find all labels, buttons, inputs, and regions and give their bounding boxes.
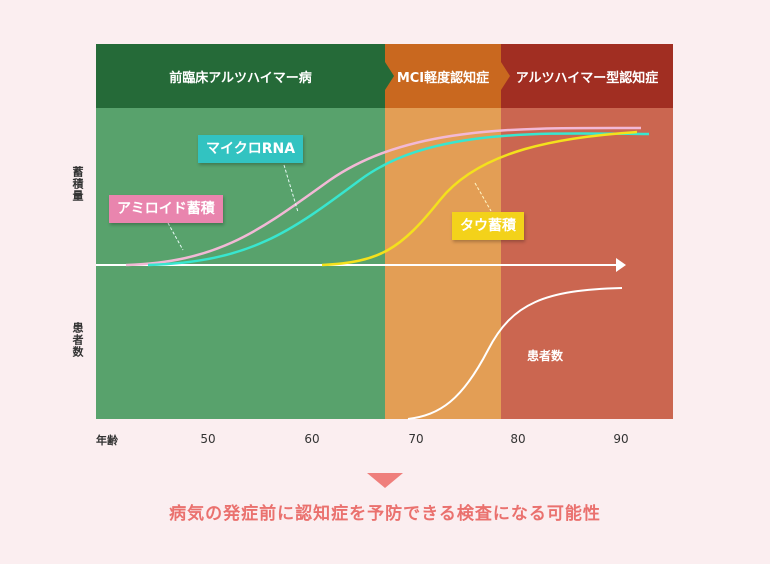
phase-alzheimers-label: アルツハイマー型認知症 [515, 70, 659, 86]
tau-curve [321, 130, 638, 267]
down-arrow-icon [367, 473, 403, 488]
y-label-patients: 患者数 [71, 322, 84, 358]
microrna-curve [147, 132, 650, 267]
phase-arrow-icon [385, 62, 394, 90]
x-tick-60: 60 [304, 432, 320, 446]
conclusion-text: 病気の発症前に認知症を予防できる検査になる可能性 [169, 504, 601, 524]
microrna-leader-line [283, 164, 299, 213]
patients-curve-label: 患者数 [527, 349, 564, 363]
microrna-label: マイクロRNA [198, 135, 304, 163]
x-tick-50: 50 [200, 432, 216, 446]
x-tick-70: 70 [408, 432, 424, 446]
phase-mci-label: MCI軽度認知症 [396, 70, 490, 86]
phase-alzheimers-area [501, 108, 673, 419]
phase-alzheimers-header: アルツハイマー型認知症 [501, 44, 673, 108]
amyloid-curve [125, 126, 642, 267]
phase-mci-area [385, 108, 501, 419]
x-tick-80: 80 [510, 432, 526, 446]
x-axis-unit: 年齢 [96, 434, 118, 447]
phase-mci-header: MCI軽度認知症 [385, 44, 501, 108]
patients-curve [407, 287, 623, 420]
amyloid-leader-line [167, 222, 184, 251]
x-tick-90: 90 [613, 432, 629, 446]
phase-arrow-icon [501, 62, 510, 90]
y-label-accumulation: 蓄積量 [71, 166, 84, 202]
phase-preclinical-header: 前臨床アルツハイマー病 [96, 44, 385, 108]
amyloid-label: アミロイド蓄積 [109, 195, 223, 223]
tau-leader-line [474, 182, 492, 212]
tau-label: タウ蓄積 [452, 212, 524, 240]
phase-preclinical-label: 前臨床アルツハイマー病 [169, 70, 312, 86]
baseline-arrow-icon [616, 258, 626, 272]
